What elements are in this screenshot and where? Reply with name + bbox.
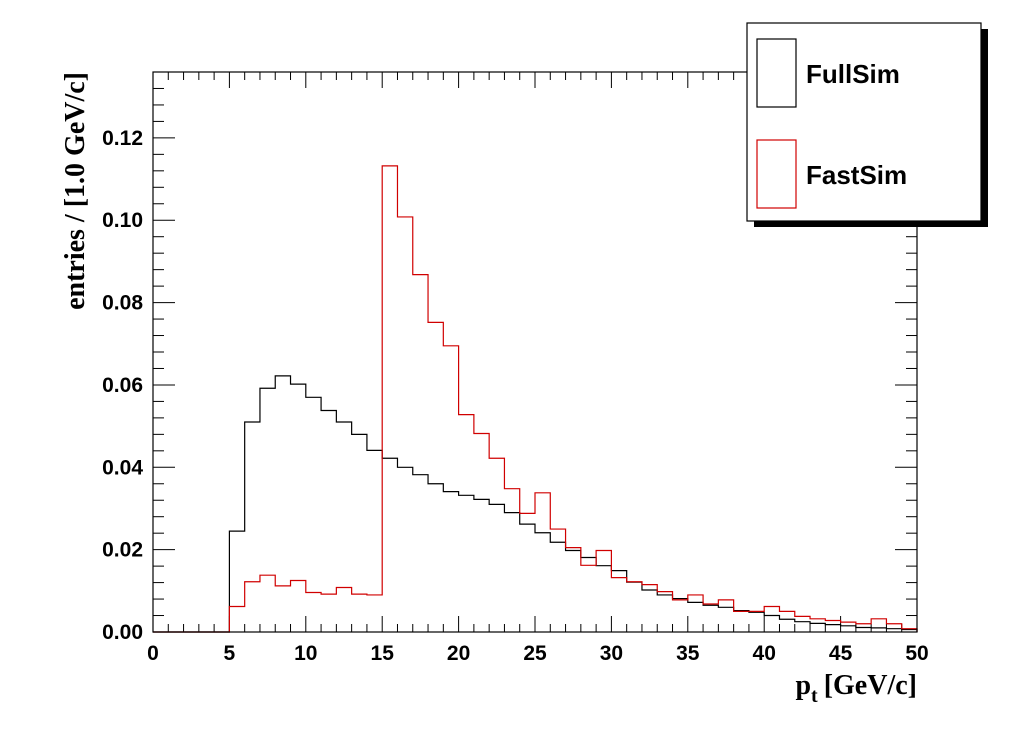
x-tick-label: 15 [371, 642, 395, 665]
x-tick-label: 40 [753, 642, 776, 665]
x-tick-label: 50 [905, 642, 928, 665]
x-tick-label: 30 [600, 642, 623, 665]
x-tick-label: 35 [676, 642, 700, 665]
y-axis-title: entries / [1.0 GeV/c] [60, 72, 91, 310]
series-line-fullsim [153, 375, 918, 633]
x-tick-label: 5 [224, 642, 236, 665]
x-tick-labels: 0 5 10 15 20 25 30 35 40 45 50 [147, 642, 929, 665]
y-tick-label: 0.00 [102, 621, 143, 644]
y-tick-label: 0.08 [102, 292, 143, 315]
legend-label-fullsim: FullSim [806, 59, 900, 89]
x-axis-title-subscript: t [811, 685, 818, 707]
x-tick-label: 25 [523, 642, 547, 665]
y-tick-label: 0.02 [102, 539, 143, 562]
x-tick-label: 45 [829, 642, 853, 665]
y-tick-label: 0.10 [102, 209, 143, 232]
x-tick-label: 10 [294, 642, 317, 665]
legend-swatch-fullsim [756, 38, 797, 108]
series-line-fastsim [153, 165, 918, 633]
y-tick-label: 0.12 [102, 127, 143, 150]
x-axis-title-unit: [GeV/c] [824, 670, 917, 701]
x-tick-label: 0 [147, 642, 159, 665]
plot-frame [152, 71, 918, 633]
x-axis-title-main: p [795, 670, 811, 701]
legend-box [746, 22, 982, 222]
legend: FullSim FastSim [746, 22, 988, 227]
y-tick-labels: 0.00 0.02 0.04 0.06 0.08 0.10 0.12 [102, 127, 143, 644]
x-tick-label: 20 [447, 642, 470, 665]
legend-label-fastsim: FastSim [806, 160, 907, 190]
data-series [153, 165, 918, 633]
x-axis-title: pt [GeV/c] [795, 670, 917, 707]
legend-swatch-fastsim [756, 139, 797, 209]
y-tick-label: 0.04 [102, 456, 143, 479]
y-tick-label: 0.06 [102, 374, 143, 397]
